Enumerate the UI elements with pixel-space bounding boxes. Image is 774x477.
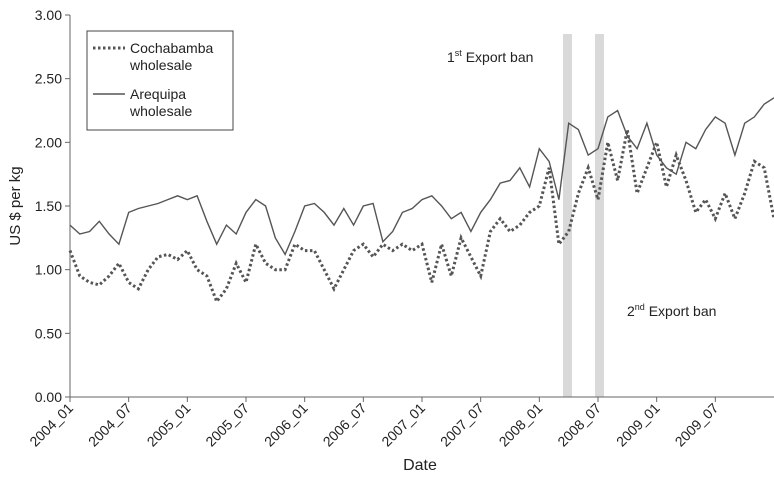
annotation-number: 2	[627, 303, 635, 319]
series-line	[68, 129, 774, 305]
x-tick-label: 2009_07	[672, 400, 722, 450]
y-tick-label: 3.00	[35, 7, 62, 23]
x-tick-label: 2009_01	[613, 400, 663, 450]
legend-label: Cochabamba wholesale	[129, 40, 213, 73]
annotation-text: Export ban	[462, 49, 534, 65]
y-tick-label: 2.50	[35, 71, 62, 87]
y-tick-label: 1.00	[35, 262, 62, 278]
y-tick-label: 0.50	[35, 325, 62, 341]
annotation-sup: nd	[635, 302, 645, 312]
series-line	[69, 97, 774, 256]
legend-label: Arequipa wholesale	[129, 86, 192, 119]
legend-label-line: Cochabamba	[130, 40, 213, 56]
x-tick-label: 2004_07	[85, 400, 135, 450]
x-tick-label: 2007_07	[437, 400, 487, 450]
annotation-text: Export ban	[645, 303, 717, 319]
legend-label-line: Arequipa	[130, 86, 186, 102]
x-tick-label: 2008_01	[496, 400, 546, 450]
y-tick-label: 0.00	[35, 389, 62, 405]
export-ban-shade	[563, 34, 572, 397]
x-tick-label: 2005_01	[144, 400, 194, 450]
x-tick-label: 2004_01	[26, 400, 76, 450]
legend-label-line: wholesale	[129, 57, 192, 73]
x-tick-label: 2007_01	[378, 400, 428, 450]
annotation-number: 1	[447, 49, 455, 65]
legend-box	[86, 30, 234, 131]
x-tick-label: 2006_07	[320, 400, 370, 450]
x-tick-label: 2005_07	[202, 400, 252, 450]
x-axis-title: Date	[403, 457, 437, 474]
annotation: 2nd Export ban	[627, 302, 716, 319]
x-tick-label: 2008_07	[554, 400, 604, 450]
export-ban-shade	[595, 34, 604, 397]
x-tick-label: 2006_01	[261, 400, 311, 450]
legend-label-line: wholesale	[129, 103, 192, 119]
y-tick-label: 1.50	[35, 198, 62, 214]
y-tick-label: 2.00	[35, 134, 62, 150]
annotation-sup: st	[455, 48, 463, 58]
y-axis-title: US $ per kg	[7, 166, 24, 245]
annotation: 1st Export ban	[447, 48, 533, 65]
